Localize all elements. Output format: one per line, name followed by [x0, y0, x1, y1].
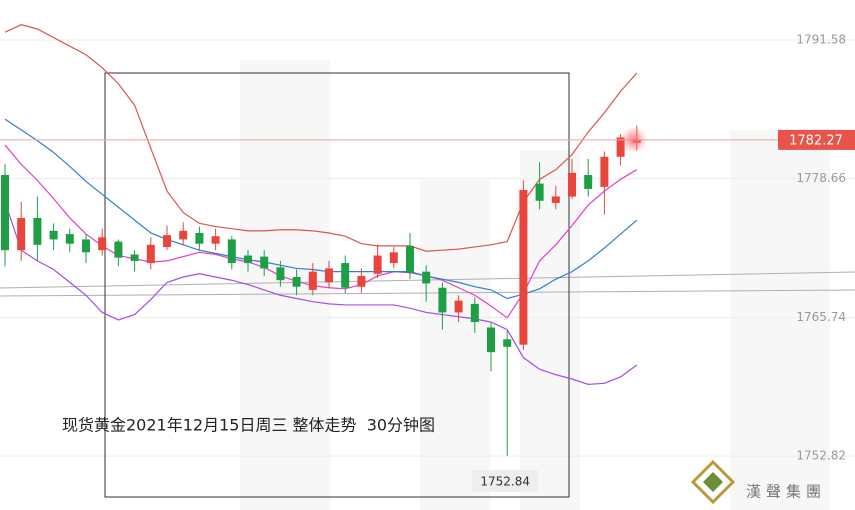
candle-body: [49, 230, 58, 240]
candle-body: [373, 255, 382, 274]
candle-body: [65, 234, 74, 244]
candle-body: [357, 275, 366, 287]
candle-body: [325, 268, 333, 283]
candle-body: [146, 244, 155, 264]
y-tick-label: 1778.66: [796, 171, 846, 185]
logo-text: 漢聲集團: [746, 483, 826, 501]
candle-body: [260, 256, 269, 269]
candle-body: [211, 236, 220, 244]
candle-body: [1, 175, 9, 251]
candle-body: [535, 183, 544, 201]
overlay: 1782.27 1752.84: [0, 126, 855, 492]
indicator-line: [4, 144, 638, 319]
low-label: 1752.84: [480, 475, 530, 489]
candle-body: [503, 339, 512, 347]
grid: 1791.58 1778.66 1765.74 1752.82: [0, 32, 855, 463]
candle-body: [244, 255, 252, 264]
indicator-lines: [4, 24, 638, 385]
logo: 漢聲集團: [690, 459, 826, 505]
candle-body: [114, 241, 123, 258]
candle-body: [179, 230, 188, 240]
candle-body: [308, 271, 317, 290]
candle-body: [195, 232, 204, 244]
candle-body: [227, 239, 236, 264]
candle-body: [17, 217, 26, 251]
candle-body: [33, 217, 42, 245]
candle-body: [568, 172, 576, 197]
candle-body: [389, 252, 398, 264]
low-label-box: [472, 470, 539, 492]
last-price-glow: [620, 126, 647, 153]
last-price-label: 1782.27: [789, 133, 843, 148]
candle-body: [487, 327, 495, 353]
chart-title: 现货黄金2021年12月15日周三 整体走势 30分钟图: [62, 416, 435, 435]
indicator-line: [4, 201, 638, 385]
candle-body: [98, 237, 107, 251]
last-price-box: [778, 129, 855, 150]
candle-body: [470, 303, 479, 323]
candle-body: [406, 245, 414, 273]
candle-body: [276, 267, 285, 281]
indicator-line: [4, 24, 638, 252]
candle-body: [616, 137, 625, 157]
annotation-box: [104, 72, 570, 498]
candle-body: [551, 196, 560, 203]
candle-body: [422, 271, 431, 284]
candle-body: [292, 277, 301, 287]
candle-body: [600, 156, 609, 187]
indicator-line: [4, 118, 638, 300]
y-tick-label: 1791.58: [796, 32, 846, 46]
candles: [1, 125, 641, 456]
candle-body: [584, 175, 593, 189]
y-tick-label: 1752.82: [796, 449, 846, 463]
candle-body: [438, 287, 447, 313]
candle-body: [519, 190, 528, 345]
y-tick-label: 1765.74: [796, 310, 846, 324]
candle-body: [82, 239, 90, 253]
candle-body: [341, 263, 350, 288]
candle-body: [163, 235, 171, 247]
candle-body: [130, 254, 139, 261]
candle-body: [454, 300, 463, 313]
